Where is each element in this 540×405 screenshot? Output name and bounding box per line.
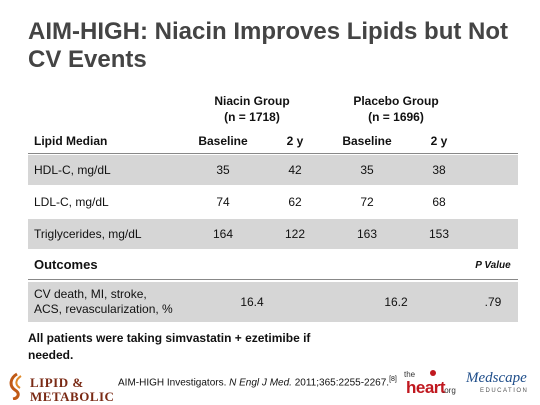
heart-logo-name: heart — [406, 378, 446, 397]
placebo-group-name: Placebo Group — [353, 94, 439, 108]
outcomes-title: Outcomes — [34, 257, 98, 272]
table-cell: 35 — [360, 163, 374, 177]
outcome-row: CV death, MI, stroke, ACS, revasculariza… — [28, 282, 518, 322]
outcome-label: CV death, MI, stroke, ACS, revasculariza… — [34, 287, 184, 317]
lipid-swirl-icon — [9, 372, 22, 400]
medscape-logo: Medscape EDUCATION — [466, 370, 538, 402]
citation: AIM-HIGH Investigators. N Engl J Med. 20… — [118, 376, 397, 388]
p-value-label: P Value — [475, 260, 511, 271]
p-value-header: P Value — [468, 260, 518, 271]
table-cell: 153 — [428, 227, 450, 241]
outcome-label-line1: CV death, MI, stroke, — [34, 287, 147, 301]
table-row-triglycerides: Triglycerides, mg/dL 164 122 163 153 — [28, 219, 518, 249]
table-cell: 68 — [432, 195, 446, 209]
citation-details: 2011;365:2255-2267. — [294, 377, 390, 389]
table-row-ldl: LDL-C, mg/dL 74 62 72 68 — [28, 187, 518, 217]
row-label: LDL-C, mg/dL — [34, 195, 109, 209]
table-header: Lipid Median Baseline 2 y Baseline 2 y — [28, 128, 518, 154]
lipid-metabolic-logo: LIPID & METABOLIC — [6, 370, 116, 404]
footnote: All patients were taking simvastatin + e… — [28, 331, 311, 362]
medscape-logo-sub: EDUCATION — [480, 388, 529, 394]
table-cell: 38 — [432, 163, 446, 177]
row-label: Triglycerides, mg/dL — [34, 227, 142, 241]
outcomes-header: Outcomes P Value — [28, 252, 518, 280]
niacin-2y-header: 2 y — [286, 134, 304, 148]
p-value: .79 — [484, 295, 502, 309]
niacin-baseline-header: Baseline — [198, 134, 248, 148]
table-cell: 74 — [216, 195, 230, 209]
row-label: HDL-C, mg/dL — [34, 163, 111, 177]
table-cell: 163 — [356, 227, 378, 241]
citation-authors: AIM-HIGH Investigators. — [118, 377, 227, 389]
lipid-logo-line2: METABOLIC — [30, 389, 115, 404]
slide-title: AIM-HIGH: Niacin Improves Lipids but Not… — [28, 18, 509, 73]
placebo-baseline-header: Baseline — [342, 134, 392, 148]
table-cell: 42 — [288, 163, 302, 177]
heart-logo-org: .org — [442, 386, 456, 395]
niacin-group-name: Niacin Group — [214, 94, 290, 108]
heart-logo-the: the — [404, 370, 416, 379]
lipid-median-header: Lipid Median — [34, 134, 108, 148]
lipid-logo-line1: LIPID & — [30, 375, 84, 390]
niacin-group-n: (n = 1718) — [224, 110, 280, 124]
table-row-hdl: HDL-C, mg/dL 35 42 35 38 — [28, 155, 518, 185]
table-cell: 164 — [212, 227, 234, 241]
placebo-group-n: (n = 1696) — [368, 110, 424, 124]
medscape-logo-name: Medscape — [466, 370, 527, 386]
niacin-outcome-value: 16.4 — [240, 295, 264, 309]
table-cell: 62 — [288, 195, 302, 209]
table-cell: 122 — [284, 227, 306, 241]
placebo-group-header: Placebo Group (n = 1696) — [324, 93, 468, 125]
table-cell: 35 — [216, 163, 230, 177]
outcome-label-line2: ACS, revascularization, % — [34, 302, 173, 316]
citation-journal: N Engl J Med. — [229, 377, 292, 389]
heart-dot-icon — [430, 370, 436, 376]
table-cell: 72 — [360, 195, 374, 209]
theheart-logo: the heart .org — [400, 366, 460, 402]
niacin-group-header: Niacin Group (n = 1718) — [180, 93, 324, 125]
placebo-2y-header: 2 y — [430, 134, 448, 148]
citation-ref: [8] — [389, 376, 397, 383]
placebo-outcome-value: 16.2 — [384, 295, 408, 309]
